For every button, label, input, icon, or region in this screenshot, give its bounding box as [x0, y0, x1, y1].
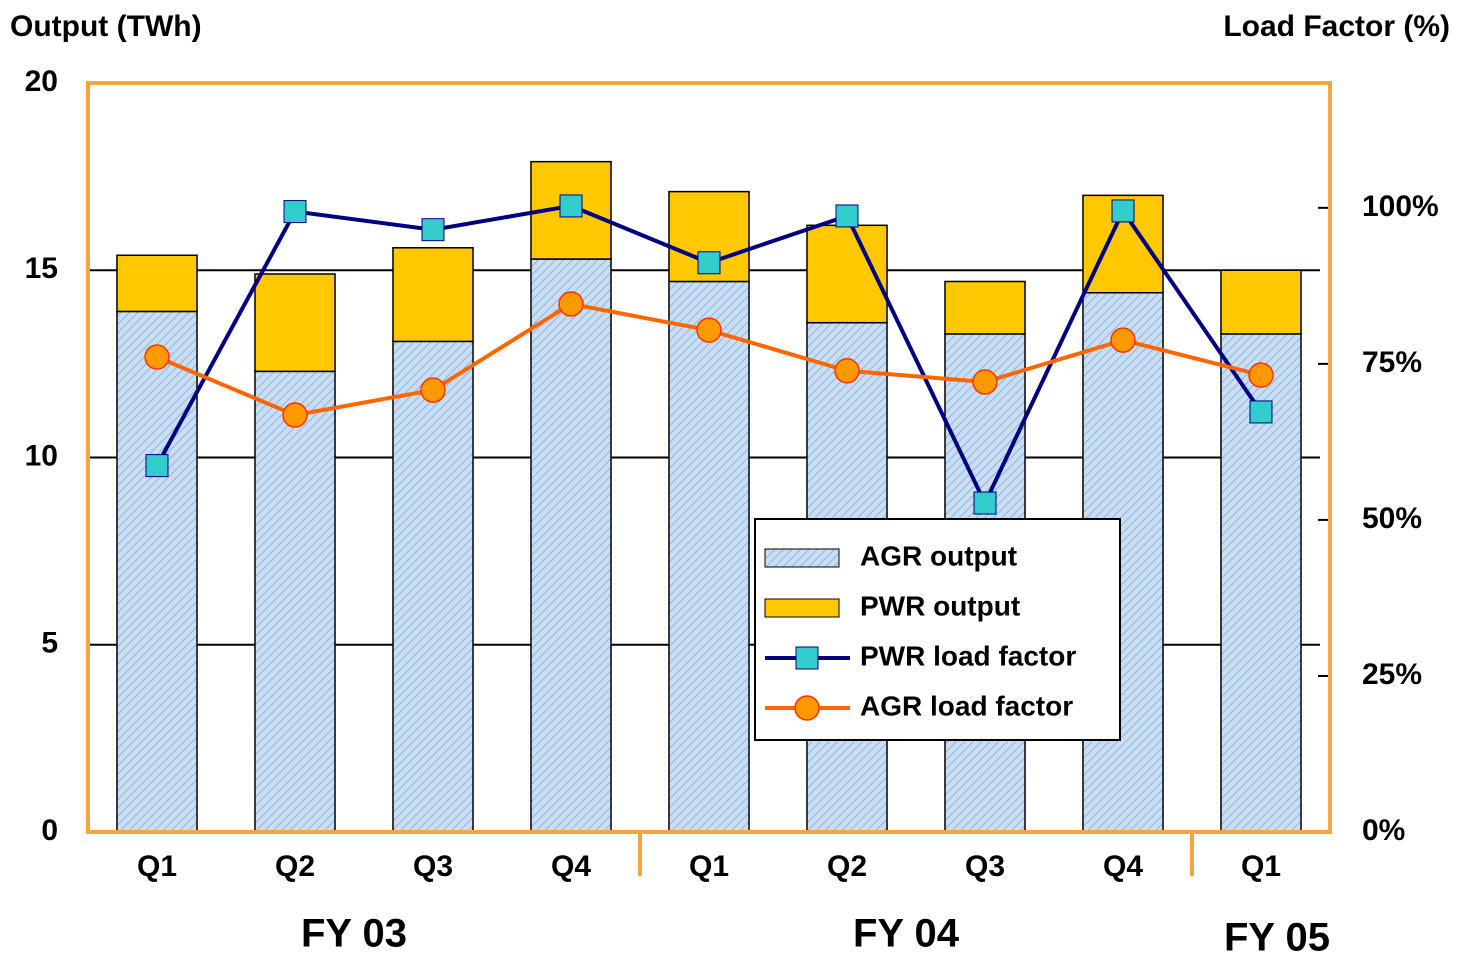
- x-tick-label: Q1: [1241, 850, 1281, 883]
- marker: [1111, 199, 1135, 223]
- group-label: FY 04: [853, 912, 960, 956]
- bar: [668, 280, 750, 833]
- y-tick-label: 15: [25, 252, 58, 285]
- marker: [696, 317, 722, 343]
- y2-tick-label: 75%: [1362, 346, 1422, 379]
- x-tick-label: Q2: [275, 850, 315, 883]
- bar: [1220, 269, 1302, 335]
- bar: [116, 254, 198, 313]
- bar: [254, 370, 336, 833]
- y2-tick-label: 0%: [1362, 814, 1405, 847]
- x-tick-label: Q4: [551, 850, 591, 883]
- legend-swatch: [764, 548, 840, 568]
- marker: [559, 194, 583, 218]
- y-tick-label: 5: [41, 627, 58, 660]
- marker: [1110, 327, 1136, 353]
- legend-marker: [794, 695, 820, 721]
- plot-frame: [86, 81, 1332, 834]
- group-label: FY 05: [1224, 916, 1330, 960]
- legend-label: AGR output: [860, 540, 1017, 571]
- y-tick-label: 0: [41, 814, 58, 847]
- marker: [834, 357, 860, 384]
- y-axis-label: Output (TWh): [10, 10, 202, 43]
- marker: [421, 218, 445, 242]
- bar: [254, 273, 336, 373]
- y-tick-label: 10: [25, 439, 58, 472]
- legend-label: PWR output: [860, 590, 1020, 621]
- marker: [282, 402, 308, 428]
- marker: [283, 200, 307, 224]
- x-tick-label: Q4: [1103, 850, 1143, 883]
- marker: [144, 344, 170, 370]
- legend-swatch: [764, 598, 840, 618]
- bar: [944, 280, 1026, 335]
- marker: [697, 251, 721, 275]
- y2-axis-label: Load Factor (%): [1223, 10, 1450, 43]
- legend-label: AGR load factor: [860, 690, 1073, 721]
- marker: [420, 377, 446, 403]
- x-tick-label: Q3: [413, 850, 453, 883]
- y2-tick-label: 25%: [1362, 658, 1422, 691]
- x-tick-label: Q1: [137, 850, 177, 883]
- marker: [1249, 400, 1273, 424]
- legend-marker: [795, 646, 819, 670]
- x-tick-label: Q2: [827, 850, 867, 883]
- bar: [392, 340, 474, 833]
- x-tick-label: Q3: [965, 850, 1005, 883]
- y-tick-label: 20: [25, 65, 58, 98]
- marker: [145, 454, 169, 478]
- legend-label: PWR load factor: [860, 640, 1076, 671]
- bar: [116, 310, 198, 833]
- y2-tick-label: 50%: [1362, 502, 1422, 535]
- marker: [558, 291, 584, 317]
- bar: [392, 247, 474, 343]
- marker: [972, 369, 998, 395]
- x-tick-label: Q1: [689, 850, 729, 883]
- bar: [530, 258, 612, 833]
- marker: [973, 491, 997, 515]
- marker: [1248, 362, 1274, 388]
- y2-tick-label: 100%: [1362, 190, 1439, 223]
- group-label: FY 03: [301, 912, 407, 956]
- marker: [835, 204, 859, 228]
